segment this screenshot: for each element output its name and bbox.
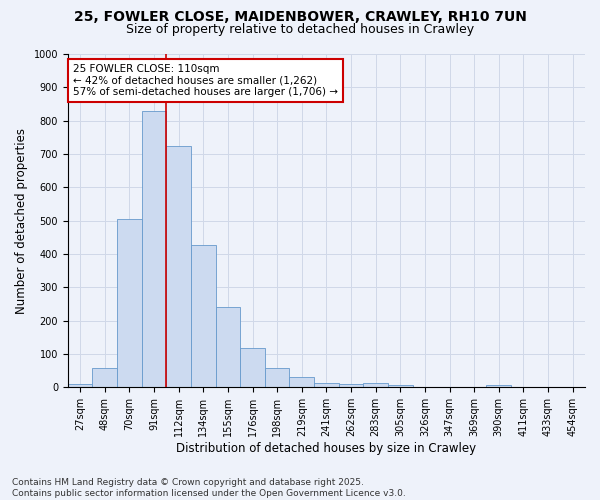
Bar — [68, 384, 92, 388]
Bar — [339, 384, 364, 388]
Bar — [487, 385, 511, 388]
Text: 25, FOWLER CLOSE, MAIDENBOWER, CRAWLEY, RH10 7UN: 25, FOWLER CLOSE, MAIDENBOWER, CRAWLEY, … — [74, 10, 526, 24]
Bar — [117, 219, 142, 388]
Bar — [166, 146, 191, 388]
Bar — [265, 368, 289, 388]
Bar — [388, 385, 413, 388]
Text: 25 FOWLER CLOSE: 110sqm
← 42% of detached houses are smaller (1,262)
57% of semi: 25 FOWLER CLOSE: 110sqm ← 42% of detache… — [73, 64, 338, 97]
Bar — [92, 368, 117, 388]
Bar — [142, 110, 166, 388]
Bar — [314, 382, 339, 388]
Bar — [289, 376, 314, 388]
Bar — [191, 244, 215, 388]
Text: Contains HM Land Registry data © Crown copyright and database right 2025.
Contai: Contains HM Land Registry data © Crown c… — [12, 478, 406, 498]
Bar — [240, 348, 265, 388]
Text: Size of property relative to detached houses in Crawley: Size of property relative to detached ho… — [126, 22, 474, 36]
Bar — [215, 308, 240, 388]
Bar — [364, 383, 388, 388]
Y-axis label: Number of detached properties: Number of detached properties — [15, 128, 28, 314]
X-axis label: Distribution of detached houses by size in Crawley: Distribution of detached houses by size … — [176, 442, 476, 455]
